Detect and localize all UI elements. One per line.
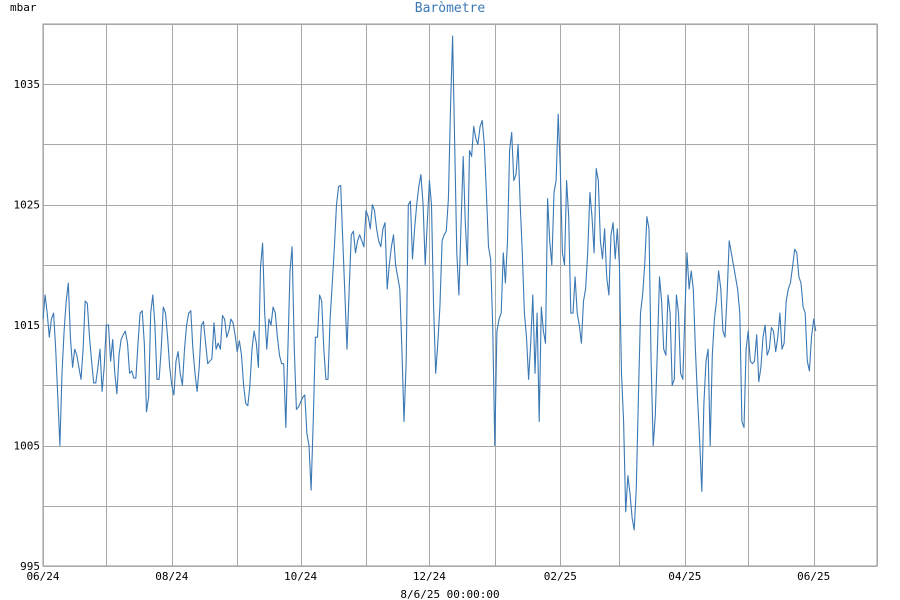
pressure-series-line <box>42 35 817 531</box>
axis-tick-labels: 995 1005 1015 1025 1035 06/24 08/24 10/24 12/24 0… <box>14 78 831 583</box>
chart-grid <box>42 23 878 567</box>
y-tick-label: 1005 <box>14 440 41 453</box>
y-tick-label: 995 <box>20 560 40 573</box>
y-tick-label: 1025 <box>14 199 41 212</box>
x-tick-label: 08/24 <box>155 570 188 583</box>
x-tick-label: 02/25 <box>544 570 577 583</box>
x-tick-label: 06/25 <box>797 570 830 583</box>
x-tick-label: 10/24 <box>284 570 317 583</box>
x-tick-label: 04/25 <box>668 570 701 583</box>
plot-frame <box>42 23 878 567</box>
x-tick-label: 06/24 <box>26 570 59 583</box>
x-tick-label: 12/24 <box>413 570 446 583</box>
timestamp-caption: 8/6/25 00:00:00 <box>400 588 499 600</box>
y-tick-label: 1015 <box>14 319 41 332</box>
y-axis-unit-label: mbar <box>10 1 37 14</box>
chart-title: Baròmetre <box>415 1 486 16</box>
y-tick-label: 1035 <box>14 78 41 91</box>
